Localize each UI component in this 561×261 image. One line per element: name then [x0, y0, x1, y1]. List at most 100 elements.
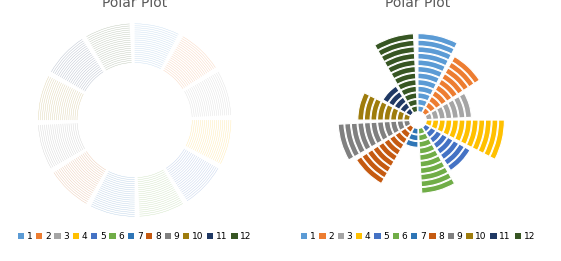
Wedge shape	[190, 120, 196, 148]
Wedge shape	[54, 172, 86, 204]
Wedge shape	[67, 89, 75, 120]
Wedge shape	[420, 150, 438, 161]
Wedge shape	[75, 123, 83, 150]
Wedge shape	[82, 153, 104, 174]
Wedge shape	[381, 47, 415, 62]
Wedge shape	[183, 37, 215, 68]
Wedge shape	[91, 206, 135, 217]
Wedge shape	[104, 58, 131, 67]
Wedge shape	[385, 54, 415, 67]
Wedge shape	[60, 48, 88, 77]
Wedge shape	[452, 57, 480, 83]
Wedge shape	[63, 124, 72, 156]
Wedge shape	[139, 184, 172, 194]
Wedge shape	[449, 120, 458, 138]
Wedge shape	[207, 78, 219, 116]
Wedge shape	[56, 44, 86, 75]
Wedge shape	[389, 92, 403, 106]
Wedge shape	[395, 132, 407, 144]
Wedge shape	[53, 41, 84, 73]
Wedge shape	[190, 88, 199, 117]
Wedge shape	[71, 161, 97, 186]
Wedge shape	[186, 90, 195, 117]
Wedge shape	[183, 165, 213, 196]
Wedge shape	[86, 24, 130, 37]
Title: Polar Plot: Polar Plot	[385, 0, 450, 10]
Wedge shape	[215, 120, 225, 161]
Wedge shape	[68, 56, 93, 82]
Wedge shape	[44, 79, 54, 120]
Wedge shape	[61, 168, 91, 197]
Wedge shape	[400, 103, 410, 112]
Wedge shape	[95, 198, 135, 208]
Wedge shape	[135, 34, 174, 44]
Wedge shape	[168, 151, 188, 172]
Wedge shape	[418, 34, 457, 48]
Wedge shape	[174, 51, 202, 77]
Wedge shape	[166, 149, 185, 169]
Wedge shape	[50, 124, 62, 162]
Wedge shape	[208, 120, 217, 157]
Wedge shape	[442, 103, 452, 118]
Wedge shape	[367, 150, 391, 172]
Wedge shape	[103, 182, 135, 190]
Wedge shape	[94, 38, 130, 49]
Wedge shape	[140, 201, 182, 214]
Wedge shape	[429, 97, 441, 108]
Wedge shape	[135, 58, 163, 65]
Wedge shape	[140, 200, 181, 212]
Wedge shape	[138, 179, 169, 188]
Wedge shape	[50, 82, 60, 120]
Wedge shape	[74, 61, 96, 85]
Wedge shape	[95, 42, 131, 53]
Wedge shape	[174, 156, 197, 181]
Wedge shape	[163, 70, 183, 89]
Wedge shape	[181, 163, 209, 192]
Wedge shape	[420, 156, 442, 167]
Wedge shape	[67, 163, 95, 189]
Wedge shape	[443, 120, 452, 135]
Wedge shape	[135, 48, 167, 56]
Wedge shape	[213, 120, 223, 160]
Wedge shape	[444, 144, 465, 165]
Wedge shape	[56, 171, 88, 202]
Wedge shape	[84, 152, 105, 172]
Wedge shape	[418, 106, 424, 112]
Wedge shape	[92, 204, 135, 215]
Wedge shape	[397, 111, 404, 120]
Wedge shape	[138, 175, 167, 184]
Wedge shape	[98, 46, 131, 56]
Wedge shape	[43, 125, 55, 166]
Wedge shape	[138, 171, 164, 180]
Wedge shape	[398, 80, 416, 90]
Wedge shape	[173, 155, 195, 179]
Wedge shape	[66, 165, 94, 191]
Wedge shape	[44, 125, 57, 165]
Wedge shape	[186, 120, 192, 146]
Wedge shape	[52, 83, 62, 120]
Wedge shape	[38, 125, 52, 168]
Wedge shape	[139, 187, 174, 198]
Wedge shape	[135, 30, 176, 40]
Wedge shape	[172, 154, 194, 177]
Wedge shape	[418, 40, 454, 54]
Wedge shape	[138, 180, 169, 190]
Wedge shape	[139, 182, 171, 192]
Wedge shape	[378, 122, 388, 140]
Wedge shape	[200, 82, 211, 116]
Wedge shape	[218, 72, 231, 115]
Wedge shape	[484, 120, 498, 156]
Title: Polar Plot: Polar Plot	[102, 0, 167, 10]
Wedge shape	[418, 99, 427, 107]
Wedge shape	[86, 151, 106, 170]
Wedge shape	[419, 133, 428, 141]
Wedge shape	[54, 124, 66, 160]
Wedge shape	[167, 63, 190, 84]
Wedge shape	[418, 86, 433, 95]
Wedge shape	[97, 193, 135, 202]
Wedge shape	[345, 124, 360, 157]
Wedge shape	[204, 80, 215, 116]
Wedge shape	[390, 121, 399, 134]
Wedge shape	[420, 162, 445, 174]
Wedge shape	[404, 114, 411, 120]
